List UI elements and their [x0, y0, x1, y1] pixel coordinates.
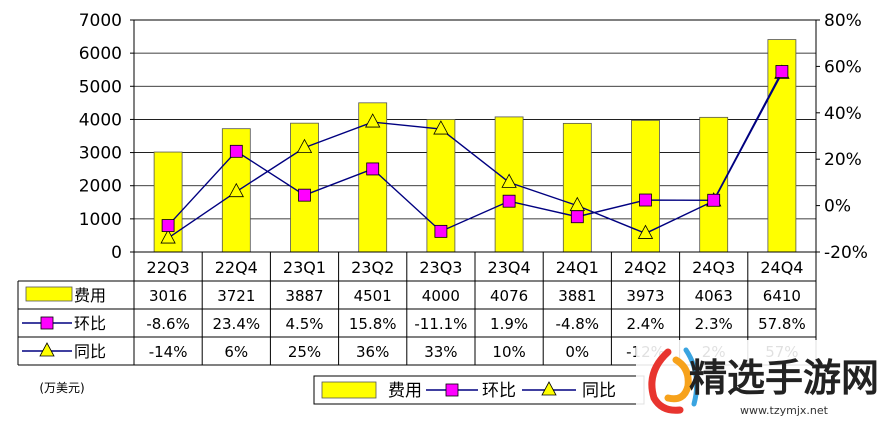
row-key-square-icon	[40, 316, 54, 330]
left-tick-label: 5000	[79, 77, 122, 97]
table-cell: -14%	[149, 343, 188, 361]
unit-note: (万美元)	[39, 381, 84, 395]
legend-triangle-icon	[541, 381, 557, 396]
qoq-point-24q4	[775, 65, 789, 78]
qoq-point-23q2	[366, 162, 380, 176]
right-tick-label: 40%	[824, 104, 862, 124]
category-label: 24Q3	[692, 258, 735, 277]
bar-24q1	[562, 122, 592, 253]
yoy-point-22q4	[228, 182, 244, 198]
category-label: 22Q4	[215, 258, 258, 277]
table-cell: 3881	[558, 287, 596, 305]
right-tick-label: 0%	[824, 197, 851, 217]
right-tick-label: -20%	[824, 243, 868, 263]
table-cell: 10%	[492, 343, 525, 361]
legend-square-icon	[445, 383, 459, 397]
left-tick-label: 2000	[79, 177, 122, 197]
legend: 费用 环比 同比	[313, 375, 645, 405]
bar-24q3	[699, 116, 729, 253]
category-label: 24Q2	[624, 258, 667, 277]
row-label: 费用	[74, 286, 106, 305]
left-tick-label: 3000	[79, 144, 122, 164]
table-cell: 6410	[763, 287, 801, 305]
left-tick-label: 7000	[79, 11, 122, 31]
table-cell: 36%	[356, 343, 389, 361]
right-tick-label: 20%	[824, 150, 862, 170]
table-cell: -4.8%	[556, 315, 600, 333]
table-cell: 2.4%	[626, 315, 664, 333]
table-cell: 1.9%	[490, 315, 528, 333]
table-cell: 4501	[354, 287, 392, 305]
table-cell: 3973	[626, 287, 664, 305]
table-cell: 23.4%	[212, 315, 260, 333]
table-cell: 4063	[695, 287, 733, 305]
left-tick-label: 4000	[79, 110, 122, 130]
left-axis-ticks: 0 1000 2000 3000 4000 5000 6000 7000	[79, 11, 122, 263]
table-cell: 3721	[217, 287, 255, 305]
right-tick-label: 80%	[824, 11, 862, 31]
left-tick-label: 6000	[79, 44, 122, 64]
yoy-point-23q4	[501, 173, 517, 188]
yoy-point-23q1	[296, 138, 313, 154]
category-label: 24Q4	[760, 258, 803, 277]
legend-bar-icon	[321, 381, 377, 399]
yoy-line	[167, 73, 783, 239]
data-table: 22Q3 22Q4 23Q1 23Q2 23Q3 23Q4 24Q1 24Q2 24Q3 24Q4…	[17, 251, 817, 366]
qoq-point-22q3	[161, 219, 175, 232]
category-label: 23Q2	[351, 258, 394, 277]
qoq-point-23q1	[298, 188, 311, 202]
qoq-point-24q1	[570, 210, 584, 224]
table-cell: 4.5%	[285, 315, 323, 333]
lines	[160, 64, 790, 244]
left-tick-label: 0	[111, 243, 122, 263]
right-axis-ticks: -20% 0% 20% 40% 60% 80%	[824, 11, 868, 263]
yoy-point-24q2	[637, 224, 654, 239]
table-cell: -8.6%	[146, 315, 190, 333]
watermark-logo-icon	[648, 347, 700, 414]
yoy-point-22q3	[160, 229, 176, 244]
table-cell: 33%	[424, 343, 457, 361]
legend-label: 费用	[388, 381, 422, 401]
table-cell: 15.8%	[349, 315, 397, 333]
qoq-line	[167, 71, 783, 233]
table-cell: 57.8%	[758, 315, 806, 333]
table-cell: 3887	[285, 287, 323, 305]
yoy-point-23q3	[433, 120, 449, 135]
category-label: 24Q1	[556, 258, 599, 277]
table-cell: 25%	[288, 343, 321, 361]
watermark-name: 精选手游网	[689, 356, 879, 400]
right-tick-label: 60%	[824, 57, 862, 77]
table-cell: 3016	[149, 287, 187, 305]
category-label: 22Q3	[147, 258, 190, 277]
bars	[153, 39, 797, 253]
category-label: 23Q3	[419, 258, 462, 277]
left-tick-label: 1000	[79, 210, 122, 230]
qoq-point-23q4	[502, 194, 516, 208]
table-cell: 2.3%	[695, 315, 733, 333]
watermark-url: www.tzymjx.net	[740, 404, 829, 417]
row-label: 环比	[74, 314, 106, 333]
qoq-point-24q2	[639, 193, 652, 207]
category-label: 23Q1	[283, 258, 326, 277]
row-key-bar-icon	[25, 286, 73, 302]
qoq-point-23q3	[434, 224, 448, 238]
row-key-triangle-icon	[39, 342, 55, 357]
watermark: 精选手游网 www.tzymjx.net	[636, 340, 888, 422]
category-label: 23Q4	[488, 258, 531, 277]
table-cell: 4076	[490, 287, 528, 305]
qoq-point-22q4	[229, 144, 243, 158]
legend-label: 同比	[582, 381, 616, 401]
table-cell: 0%	[565, 343, 589, 361]
yoy-point-23q2	[365, 113, 381, 128]
table-cell: 6%	[224, 343, 248, 361]
table-cell: -11.1%	[414, 315, 467, 333]
row-label: 同比	[74, 342, 106, 361]
legend-label: 环比	[482, 381, 516, 401]
qoq-point-24q3	[707, 193, 721, 207]
table-cell: 4000	[422, 287, 460, 305]
